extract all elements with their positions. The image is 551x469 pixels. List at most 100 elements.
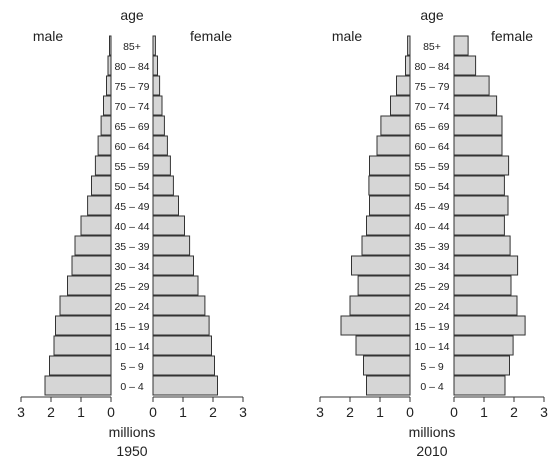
tick-label: 2 xyxy=(510,404,518,420)
bar-male xyxy=(357,275,411,296)
bar-male xyxy=(74,235,112,256)
bar-female xyxy=(152,255,194,276)
bar-male xyxy=(361,235,411,256)
tick-label: 0 xyxy=(406,404,414,420)
male-label: male xyxy=(33,28,64,44)
age-group-label: 85+ xyxy=(123,41,141,53)
bar-female xyxy=(152,115,165,136)
bar-male xyxy=(405,55,411,76)
age-group-label: 55 – 59 xyxy=(114,161,149,173)
age-group-label: 10 – 14 xyxy=(414,341,449,353)
year-caption: 2010 xyxy=(416,443,447,459)
bar-female xyxy=(453,195,509,216)
age-group-label: 80 – 84 xyxy=(414,61,449,73)
tick-label: 1 xyxy=(77,404,85,420)
bar-male xyxy=(59,295,112,316)
bar-female xyxy=(453,175,505,196)
bar-female xyxy=(453,95,498,116)
bar-female xyxy=(152,55,158,76)
bar-female xyxy=(453,35,469,56)
age-group-label: 0 – 4 xyxy=(120,381,144,393)
male-label: male xyxy=(332,28,363,44)
age-group-label: 5 – 9 xyxy=(420,361,444,373)
bar-female xyxy=(453,375,506,396)
bar-female xyxy=(453,355,510,376)
age-group-label: 65 – 69 xyxy=(414,121,449,133)
age-group-label: 45 – 49 xyxy=(414,201,449,213)
bar-female xyxy=(453,235,511,256)
bar-female xyxy=(453,255,519,276)
tick-label: 3 xyxy=(17,404,25,420)
bar-male xyxy=(396,75,411,96)
age-title: age xyxy=(120,7,144,23)
bar-male xyxy=(53,335,112,356)
female-label: female xyxy=(190,28,232,44)
bar-female xyxy=(453,315,526,336)
bar-female xyxy=(152,315,210,336)
bar-male xyxy=(390,95,411,116)
bar-female xyxy=(453,155,510,176)
bar-female xyxy=(152,175,174,196)
bar-female xyxy=(152,375,218,396)
tick-label: 1 xyxy=(376,404,384,420)
bar-female xyxy=(453,55,477,76)
bar-female xyxy=(152,155,171,176)
x-axis-title: millions xyxy=(409,424,456,440)
age-group-label: 80 – 84 xyxy=(114,61,149,73)
bar-male xyxy=(100,115,112,136)
bar-male xyxy=(368,175,411,196)
tick-label: 3 xyxy=(239,404,247,420)
tick-label: 0 xyxy=(107,404,115,420)
bar-male xyxy=(369,155,411,176)
bar-male xyxy=(49,355,112,376)
bar-male xyxy=(97,135,112,156)
bar-female xyxy=(152,75,161,96)
tick-label: 0 xyxy=(450,404,458,420)
age-group-label: 55 – 59 xyxy=(414,161,449,173)
x-axis-title: millions xyxy=(109,424,156,440)
bar-male xyxy=(355,335,411,356)
bar-female xyxy=(152,335,212,356)
bar-female xyxy=(453,75,490,96)
age-group-label: 40 – 44 xyxy=(414,221,449,233)
tick-label: 1 xyxy=(179,404,187,420)
age-group-label: 5 – 9 xyxy=(120,361,144,373)
tick-label: 3 xyxy=(540,404,548,420)
bar-female xyxy=(152,215,185,236)
age-group-label: 0 – 4 xyxy=(420,381,444,393)
bar-male xyxy=(109,35,112,56)
age-group-label: 60 – 64 xyxy=(414,141,449,153)
bar-male xyxy=(363,355,411,376)
bar-female xyxy=(152,95,163,116)
tick-label: 2 xyxy=(346,404,354,420)
bar-male xyxy=(351,255,411,276)
bar-male xyxy=(380,115,411,136)
bar-male xyxy=(55,315,112,336)
female-label: female xyxy=(491,28,533,44)
bar-male xyxy=(71,255,112,276)
age-group-label: 35 – 39 xyxy=(414,241,449,253)
age-group-label: 45 – 49 xyxy=(114,201,149,213)
bar-female xyxy=(453,215,505,236)
age-group-label: 70 – 74 xyxy=(114,101,149,113)
age-group-label: 20 – 24 xyxy=(414,301,449,313)
age-group-label: 25 – 29 xyxy=(114,281,149,293)
bar-male xyxy=(107,55,112,76)
bar-female xyxy=(152,235,191,256)
age-group-label: 15 – 19 xyxy=(114,321,149,333)
age-group-label: 20 – 24 xyxy=(114,301,149,313)
bar-male xyxy=(94,155,112,176)
age-group-label: 50 – 54 xyxy=(114,181,149,193)
age-group-label: 85+ xyxy=(423,41,441,53)
bar-male xyxy=(103,95,112,116)
bar-female xyxy=(152,35,156,56)
bar-male xyxy=(369,195,411,216)
age-group-label: 75 – 79 xyxy=(414,81,449,93)
bar-female xyxy=(453,335,514,356)
bar-female xyxy=(152,355,215,376)
age-title: age xyxy=(420,7,444,23)
year-caption: 1950 xyxy=(116,443,147,459)
bar-female xyxy=(453,135,503,156)
tick-label: 0 xyxy=(149,404,157,420)
